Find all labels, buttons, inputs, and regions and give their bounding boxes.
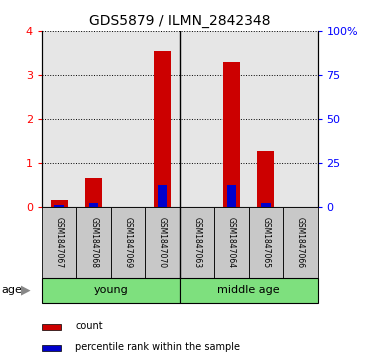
Bar [76, 31, 111, 207]
Bar [249, 31, 283, 207]
Text: GSM1847066: GSM1847066 [296, 217, 305, 268]
Bar [227, 185, 236, 207]
Bar [145, 31, 180, 207]
Text: GSM1847063: GSM1847063 [192, 217, 201, 268]
Text: young: young [93, 285, 128, 295]
Bar [51, 200, 68, 207]
Bar [42, 278, 180, 303]
Text: GSM1847067: GSM1847067 [55, 217, 64, 268]
Bar [158, 185, 168, 207]
Bar [89, 203, 99, 207]
Text: GSM1847065: GSM1847065 [261, 217, 270, 268]
Text: GSM1847068: GSM1847068 [89, 217, 98, 268]
Text: middle age: middle age [217, 285, 280, 295]
Bar [85, 178, 102, 207]
Bar [154, 51, 171, 207]
Text: GSM1847064: GSM1847064 [227, 217, 236, 268]
Bar [223, 62, 240, 207]
Bar [283, 31, 318, 207]
Text: count: count [75, 321, 103, 331]
Text: ▶: ▶ [21, 284, 31, 297]
Bar [283, 207, 318, 278]
Text: GSM1847070: GSM1847070 [158, 217, 167, 268]
Bar [214, 31, 249, 207]
Bar [111, 207, 145, 278]
Bar [111, 31, 145, 207]
Bar [42, 324, 61, 330]
Bar [54, 205, 64, 207]
Bar [42, 345, 61, 351]
Bar [180, 31, 214, 207]
Bar [257, 151, 274, 207]
Bar [180, 278, 318, 303]
Title: GDS5879 / ILMN_2842348: GDS5879 / ILMN_2842348 [89, 15, 270, 28]
Bar [214, 207, 249, 278]
Bar [42, 31, 76, 207]
Bar [249, 207, 283, 278]
Bar [76, 207, 111, 278]
Text: GSM1847069: GSM1847069 [124, 217, 132, 268]
Bar [145, 207, 180, 278]
Bar [261, 203, 271, 207]
Text: age: age [2, 285, 23, 295]
Text: percentile rank within the sample: percentile rank within the sample [75, 342, 240, 352]
Bar [42, 207, 76, 278]
Bar [180, 207, 214, 278]
